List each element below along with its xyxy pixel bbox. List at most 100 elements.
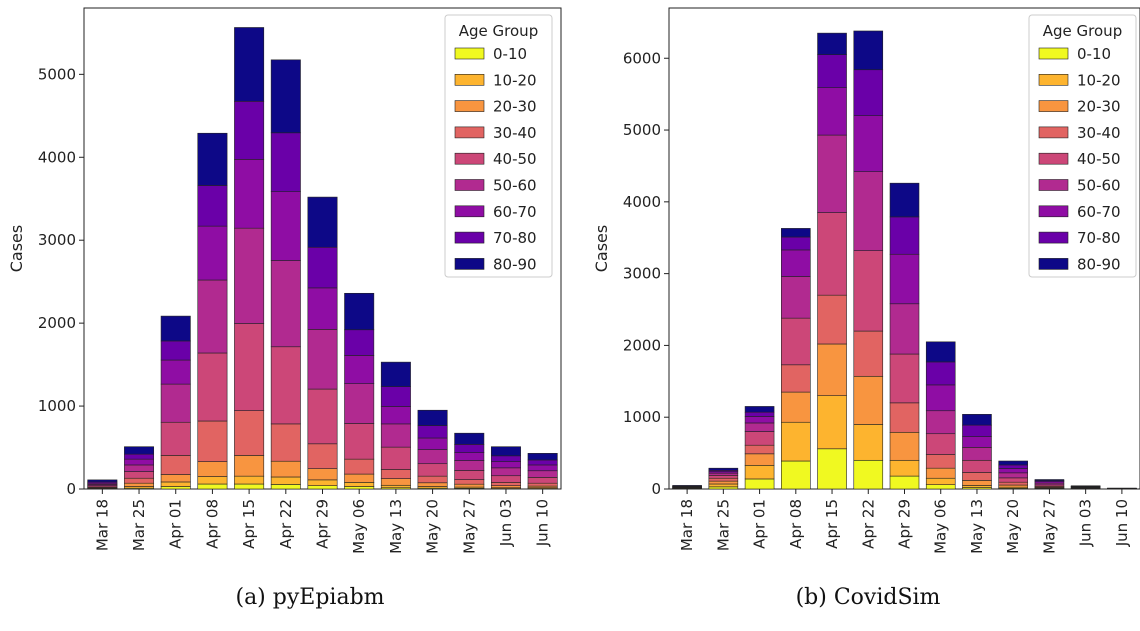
bar-segment <box>854 31 883 70</box>
bar-segment <box>890 354 919 403</box>
x-tick-label: Jun 10 <box>1113 499 1131 547</box>
legend-swatch <box>455 232 484 243</box>
x-tick-label: Apr 01 <box>751 499 769 549</box>
x-tick-label: May 06 <box>932 499 950 554</box>
bar-segment <box>890 217 919 254</box>
bar-segment <box>818 449 847 489</box>
bar-segment <box>709 468 738 470</box>
legend-swatch <box>455 101 484 112</box>
bar-segment <box>926 455 955 469</box>
bar-segment <box>999 461 1028 465</box>
bar-segment <box>781 365 810 392</box>
bar-segment <box>124 472 153 479</box>
x-tick-label: Apr 29 <box>896 499 914 549</box>
bar-segment <box>234 228 263 323</box>
legend-label: 80-90 <box>1077 255 1121 273</box>
legend-swatch <box>455 48 484 59</box>
bar-segment <box>271 192 300 261</box>
legend-swatch <box>455 127 484 138</box>
legend-label: 70-80 <box>493 229 537 247</box>
bar-segment <box>818 295 847 344</box>
legend-label: 50-60 <box>1077 177 1121 195</box>
bar-segment <box>308 247 337 288</box>
bar-segment <box>781 250 810 277</box>
bar-segment <box>890 403 919 432</box>
bar-segment <box>926 411 955 434</box>
bar-segment <box>491 476 520 483</box>
y-tick-label: 4000 <box>38 148 76 166</box>
legend-swatch <box>1039 232 1068 243</box>
bar-segment <box>962 425 991 436</box>
bar-segment <box>198 280 227 353</box>
bar-segment <box>234 484 263 489</box>
bar-segment <box>381 470 410 479</box>
bar-segment <box>999 482 1028 485</box>
bar-segment <box>418 476 447 483</box>
bar-segment <box>345 293 374 329</box>
bar-segment <box>124 454 153 459</box>
bar-segment <box>528 477 557 483</box>
bar-segment <box>854 376 883 424</box>
bar-segment <box>890 183 919 217</box>
x-tick-label: May 20 <box>424 499 442 554</box>
bar-segment <box>455 453 484 461</box>
bar-segment <box>455 484 484 487</box>
bar-segment <box>198 484 227 489</box>
bar-segment <box>528 453 557 460</box>
legend-swatch <box>455 206 484 217</box>
bar-segment <box>198 477 227 484</box>
x-tick-label: Jun 03 <box>1077 499 1095 547</box>
bar-segment <box>308 480 337 486</box>
bar-segment <box>709 475 738 478</box>
bar-segment <box>345 459 374 474</box>
bar-segment <box>381 387 410 407</box>
bar-segment <box>455 433 484 444</box>
legend-swatch <box>1039 74 1068 85</box>
bar-segment <box>161 316 190 341</box>
bar-segment <box>890 460 919 476</box>
bar-segment <box>926 362 955 385</box>
bar-segment <box>709 484 738 487</box>
bar-segment <box>271 133 300 192</box>
bar-segment <box>745 412 774 416</box>
legend-label: 10-20 <box>1077 71 1121 89</box>
bar-segment <box>234 27 263 101</box>
bar-segment <box>491 468 520 476</box>
bar-segment <box>161 482 190 487</box>
caption-a: (a) pyEpiabm <box>110 585 510 610</box>
legend-label: 0-10 <box>493 45 527 63</box>
bar-segment <box>890 476 919 489</box>
bar-segment <box>271 347 300 424</box>
bar-segment <box>745 432 774 446</box>
caption-b: (b) CovidSim <box>668 585 1068 610</box>
bar-segment <box>124 459 153 465</box>
legend-title: Age Group <box>1043 22 1122 40</box>
y-tick-label: 2000 <box>623 336 661 354</box>
bar-segment <box>418 450 447 464</box>
bar-segment <box>962 414 991 425</box>
y-tick-label: 1000 <box>623 408 661 426</box>
y-tick-label: 3000 <box>623 265 661 283</box>
y-tick-label: 4000 <box>623 193 661 211</box>
bar-segment <box>491 456 520 462</box>
bar-segment <box>455 471 484 480</box>
bar-segment <box>161 455 190 474</box>
bar-segment <box>745 465 774 479</box>
bar-segment <box>234 324 263 411</box>
bar-segment <box>818 396 847 449</box>
bar-segment <box>455 461 484 471</box>
legend-label: 40-50 <box>1077 150 1121 168</box>
bar-segment <box>418 410 447 425</box>
legend-swatch <box>1039 206 1068 217</box>
bar-segment <box>308 486 337 489</box>
bar-segment <box>491 462 520 468</box>
bar-segment <box>926 434 955 455</box>
bar-segment <box>745 406 774 412</box>
bar-segment <box>124 483 153 486</box>
bar-segment <box>491 486 520 488</box>
legend-swatch <box>1039 48 1068 59</box>
bar-segment <box>308 329 337 389</box>
bar-segment <box>854 70 883 116</box>
legend-label: 20-30 <box>1077 98 1121 116</box>
